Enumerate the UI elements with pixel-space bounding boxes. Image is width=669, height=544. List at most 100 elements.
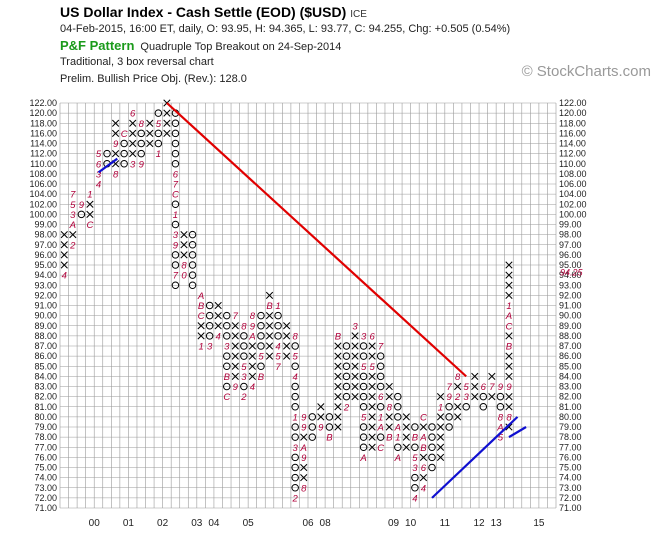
- y-tick-label-left: 96.00: [34, 250, 57, 260]
- pnf-column-9: 98: [137, 119, 145, 170]
- x-box: [436, 443, 445, 451]
- x-box: [197, 332, 205, 340]
- o-box: [223, 362, 231, 370]
- x-box: [334, 362, 342, 370]
- month-marker: 9: [250, 321, 256, 332]
- x-box: [163, 129, 171, 137]
- o-box: [411, 443, 419, 451]
- x-box: [471, 382, 479, 391]
- month-marker: 8: [241, 321, 247, 332]
- x-tick-label: 15: [533, 518, 545, 529]
- x-box: [488, 393, 496, 401]
- month-marker: B: [386, 433, 393, 444]
- x-box: [111, 150, 120, 158]
- pnf-column-2: 9: [77, 200, 86, 219]
- o-box: [120, 139, 128, 148]
- month-marker: 3: [412, 463, 418, 474]
- y-tick-label-left: 92.00: [34, 290, 57, 300]
- pnf-column-36: 56: [368, 331, 376, 451]
- o-box: [240, 332, 248, 340]
- x-box: [231, 332, 239, 340]
- month-marker: 9: [506, 382, 512, 393]
- month-marker: A: [197, 291, 204, 302]
- x-box: [60, 251, 68, 259]
- y-tick-label-left: 114.00: [30, 139, 57, 149]
- x-box: [351, 372, 359, 380]
- x-box: [505, 271, 513, 279]
- month-marker: B: [258, 372, 265, 383]
- pnf-column-24: B: [265, 291, 274, 360]
- x-box: [402, 423, 410, 431]
- o-box: [171, 200, 180, 208]
- month-marker: 5: [70, 200, 76, 211]
- x-tick-label: 00: [89, 518, 101, 529]
- y-tick-label-left: 87.00: [34, 341, 57, 351]
- x-box: [436, 423, 445, 431]
- month-marker: 5: [464, 382, 470, 393]
- month-marker: 7: [70, 190, 76, 201]
- month-marker: 4: [216, 331, 221, 342]
- pnf-column-42: 4 6 BAC: [419, 412, 427, 494]
- o-box: [291, 362, 299, 370]
- x-box: [231, 362, 239, 370]
- x-box: [385, 382, 393, 391]
- x-box: [248, 372, 257, 380]
- y-tick-label-right: 75.00: [559, 463, 582, 473]
- y-tick-label-left: 106.00: [29, 179, 57, 189]
- o-box: [223, 382, 231, 391]
- x-box: [265, 352, 274, 360]
- o-box: [188, 261, 197, 269]
- y-tick-label-right: 82.00: [559, 392, 582, 402]
- x-box: [505, 332, 513, 340]
- o-box: [496, 403, 505, 411]
- month-marker: 8: [113, 169, 119, 180]
- month-marker: 6: [481, 382, 487, 393]
- pnf-column-45: 97: [445, 382, 453, 431]
- resistance-trendline: [166, 102, 467, 378]
- month-marker: 9: [233, 382, 239, 393]
- y-tick-label-right: 114.00: [559, 139, 586, 149]
- month-marker: 9: [301, 423, 307, 434]
- x-box: [129, 139, 137, 148]
- month-marker: 3: [173, 230, 179, 241]
- y-tick-label-right: 98.00: [559, 230, 582, 240]
- y-tick-label-right: 100.00: [559, 209, 587, 219]
- o-box: [376, 362, 385, 370]
- o-box: [445, 423, 453, 431]
- month-marker: 1: [173, 210, 178, 221]
- y-tick-label-left: 102.00: [29, 199, 57, 209]
- month-marker: 1: [87, 190, 92, 201]
- month-marker: 5: [275, 352, 281, 363]
- month-marker: 0: [181, 271, 187, 282]
- o-box: [205, 332, 214, 340]
- month-marker: B: [266, 301, 273, 312]
- x-box: [368, 443, 376, 451]
- o-box: [394, 443, 402, 451]
- o-box: [428, 443, 436, 451]
- o-box: [291, 484, 299, 492]
- o-box: [223, 332, 231, 340]
- y-tick-label-right: 106.00: [559, 179, 587, 189]
- month-marker: 3: [361, 331, 367, 342]
- x-box: [265, 332, 274, 340]
- pattern-row: P&F Pattern Quadruple Top Breakout on 24-…: [60, 38, 341, 53]
- current-price-label: 94.25: [560, 268, 584, 278]
- y-tick-label-left: 91.00: [34, 301, 57, 311]
- x-box: [86, 200, 94, 208]
- o-box: [394, 413, 402, 421]
- o-box: [154, 129, 163, 138]
- y-tick-label-left: 95.00: [34, 260, 57, 270]
- o-box: [359, 423, 368, 431]
- month-marker: B: [412, 433, 419, 444]
- o-box: [171, 160, 180, 168]
- month-marker: 5: [369, 362, 375, 373]
- o-box: [257, 342, 265, 350]
- o-box: [359, 443, 368, 451]
- y-tick-label-left: 116.00: [30, 128, 57, 138]
- month-marker: C: [172, 190, 179, 201]
- pnf-column-26: [283, 322, 291, 360]
- y-tick-label-right: 96.00: [559, 250, 582, 260]
- y-tick-label-left: 85.00: [34, 361, 57, 371]
- support-trendline: [508, 426, 527, 439]
- x-box: [180, 241, 188, 249]
